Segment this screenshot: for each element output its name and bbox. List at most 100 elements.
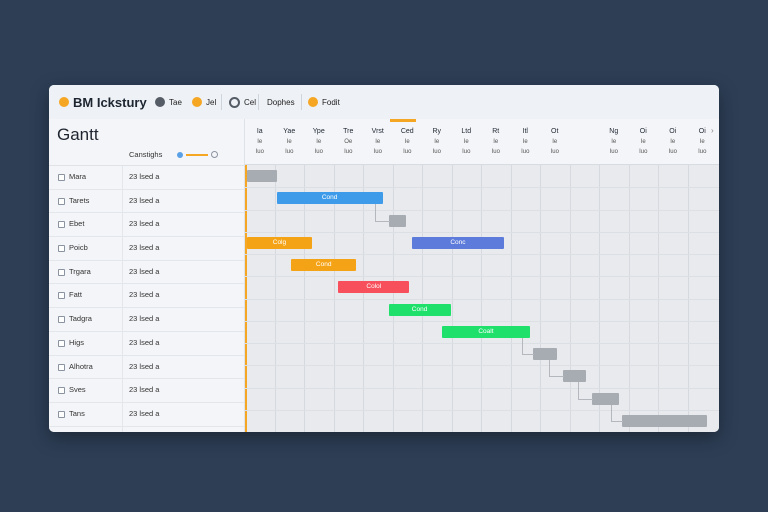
timeline-column-header[interactable]: Ltd Ie Iuo xyxy=(452,127,482,157)
timeline-sublabel: Iuo xyxy=(363,147,393,157)
timeline-column-header[interactable]: Oi Ie Iuo xyxy=(658,127,688,157)
task-name: Tadgra xyxy=(69,314,92,323)
timeline-column-header[interactable]: Yae Ie Iuo xyxy=(275,127,305,157)
task-bar[interactable] xyxy=(622,415,708,427)
task-name: Trgara xyxy=(69,267,91,276)
task-name: Mara xyxy=(69,172,86,181)
dependency-connector xyxy=(549,360,564,377)
timeline-label: Itl xyxy=(511,127,541,137)
task-row[interactable]: Ebet 23 lsed a xyxy=(49,213,244,237)
timeline-header: › Ia Ie Iuo Yae Ie Iuo Ype Ie Iuo Tre Oe Iuo Vrst Ie I… xyxy=(245,119,719,165)
checkbox[interactable] xyxy=(58,411,65,418)
checkbox[interactable] xyxy=(58,221,65,228)
toolbar-divider xyxy=(258,94,259,110)
zoom-slider[interactable] xyxy=(177,151,218,158)
timeline-sublabel: Ie xyxy=(452,137,482,147)
timeline-sublabel: Ie xyxy=(658,137,688,147)
column-divider xyxy=(122,284,123,307)
task-row[interactable]: Tans 23 lsed a xyxy=(49,403,244,427)
checkbox[interactable] xyxy=(58,316,65,323)
timeline-sublabel: Iuo xyxy=(511,147,541,157)
task-duration: 23 lsed a xyxy=(129,243,159,252)
task-name: Higs xyxy=(69,338,84,347)
task-bar[interactable]: Colol xyxy=(338,281,409,293)
timeline-sublabel: Ie xyxy=(363,137,393,147)
timeline-column-header[interactable]: Ia Ie Iuo xyxy=(245,127,275,157)
task-row[interactable]: Fatt 23 lsed a xyxy=(49,284,244,308)
checkbox[interactable] xyxy=(58,198,65,205)
dependency-connector xyxy=(522,338,534,355)
timeline-sublabel: Ie xyxy=(304,137,334,147)
toolbar-button-4[interactable]: Dophes xyxy=(267,94,295,110)
timeline-sublabel: Ie xyxy=(422,137,452,147)
checkbox[interactable] xyxy=(58,364,65,371)
timeline-column-header[interactable]: Vrst Ie Iuo xyxy=(363,127,393,157)
toolbar: BM Ickstury Tae Jel Cel Dophes Fodit xyxy=(49,85,719,120)
task-row[interactable]: Higs 23 lsed a xyxy=(49,332,244,356)
timeline-sublabel: Iuo xyxy=(393,147,423,157)
grid-line xyxy=(245,254,719,255)
zoom-handle-icon[interactable] xyxy=(177,152,183,158)
task-row[interactable]: Mara 23 lsed a xyxy=(49,166,244,190)
checkbox[interactable] xyxy=(58,340,65,347)
task-row[interactable]: Poicb 23 lsed a xyxy=(49,237,244,261)
grid-line xyxy=(245,321,719,322)
task-bar[interactable]: Cond xyxy=(277,192,383,204)
toolbar-button-5[interactable]: Fodit xyxy=(308,94,340,110)
checkbox[interactable] xyxy=(58,387,65,394)
timeline-column-header[interactable]: Oi Ie Iuo xyxy=(629,127,659,157)
timeline-column-header[interactable]: Ype Ie Iuo xyxy=(304,127,334,157)
task-row[interactable]: Sves 23 lsed a xyxy=(49,379,244,403)
checkbox[interactable] xyxy=(58,245,65,252)
toolbar-button-2[interactable]: Jel xyxy=(192,94,216,110)
task-bar[interactable]: Cond xyxy=(291,259,356,271)
ring-icon xyxy=(229,97,240,108)
timeline-column-header[interactable]: Ng Ie Iuo xyxy=(599,127,629,157)
dependency-connector xyxy=(375,204,390,221)
checkbox[interactable] xyxy=(58,292,65,299)
grid-line xyxy=(245,187,719,188)
task-bar[interactable] xyxy=(592,393,619,405)
timeline-column-header[interactable]: Ot Ie Iuo xyxy=(540,127,570,157)
timeline-column-header[interactable]: Ced Ie Iuo xyxy=(393,127,423,157)
task-row[interactable]: Tyes23 lsed a xyxy=(49,427,244,432)
timeline-sublabel: Iuo xyxy=(629,147,659,157)
task-bar[interactable] xyxy=(533,348,557,360)
task-row[interactable]: Trgara 23 lsed a xyxy=(49,261,244,285)
timeline-column-header[interactable]: Tre Oe Iuo xyxy=(334,127,364,157)
task-duration: 23 lsed a xyxy=(129,338,159,347)
timeline-sublabel: Iuo xyxy=(245,147,275,157)
timeline-column-header[interactable]: Ry Ie Iuo xyxy=(422,127,452,157)
task-row[interactable]: Tadgra 23 lsed a xyxy=(49,308,244,332)
page-title: Gantt xyxy=(57,125,99,145)
task-bar[interactable] xyxy=(563,370,587,382)
timeline-sublabel: Oe xyxy=(334,137,364,147)
task-bar[interactable]: Conc xyxy=(412,237,503,249)
task-row[interactable]: Tarets 23 lsed a xyxy=(49,190,244,214)
timeline-column-header[interactable]: Oi Ie Iuo xyxy=(688,127,718,157)
toolbar-button-1[interactable]: Tae xyxy=(155,94,182,110)
timeline-sublabel: Ie xyxy=(393,137,423,147)
timeline-label: Vrst xyxy=(363,127,393,137)
task-bar[interactable] xyxy=(389,215,407,227)
timeline-column-header[interactable]: Itl Ie Iuo xyxy=(511,127,541,157)
timeline-sublabel: Iuo xyxy=(452,147,482,157)
task-bar[interactable]: Coalt xyxy=(442,326,531,338)
task-bar[interactable]: Colg xyxy=(247,237,312,249)
task-bar[interactable]: Cond xyxy=(389,304,451,316)
timeline-sublabel: Ie xyxy=(245,137,275,147)
task-row[interactable]: Alhotra 23 lsed a xyxy=(49,356,244,380)
app-logo-icon xyxy=(59,97,69,107)
task-duration: 23 lsed a xyxy=(129,290,159,299)
checkbox[interactable] xyxy=(58,174,65,181)
task-duration: 23 lsed a xyxy=(129,385,159,394)
task-bar[interactable] xyxy=(247,170,277,182)
column-divider xyxy=(122,190,123,213)
task-name: Ebet xyxy=(69,219,84,228)
checkbox[interactable] xyxy=(58,269,65,276)
toolbar-button-3[interactable]: Cel xyxy=(229,94,256,110)
app-title[interactable]: BM Ickstury xyxy=(59,94,147,110)
timeline-column-header[interactable]: Rt Ie Iuo xyxy=(481,127,511,157)
timeline-sublabel: Iuo xyxy=(422,147,452,157)
zoom-track[interactable] xyxy=(186,154,208,156)
